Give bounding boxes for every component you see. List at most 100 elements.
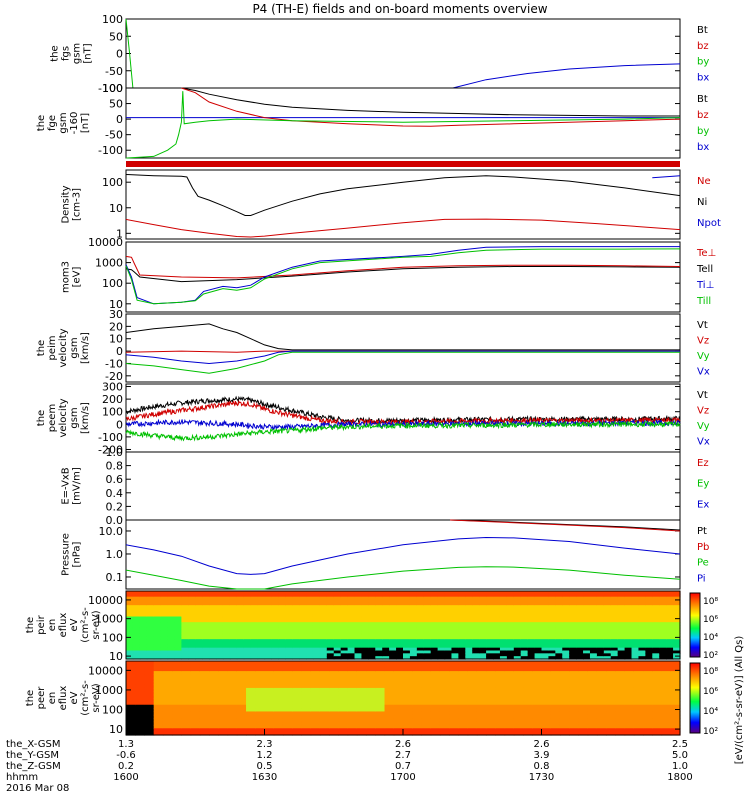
spectrogram-cell [236,714,247,719]
spectrogram-cell [610,622,619,626]
spectrogram-cell [534,593,543,598]
spectrogram-cell [292,627,300,632]
spectrogram-cell [458,639,466,643]
spectrogram-cell [652,698,663,702]
spectrogram-cell [583,619,591,623]
spectrogram-cell [596,674,607,679]
x-tick-label: 1.0 [672,761,688,772]
spectrogram-cell [146,630,155,635]
spectrogram-cell [467,681,478,686]
spectrogram-cell [292,731,303,736]
spectrogram-cell [550,694,561,699]
spectrogram-cell [218,704,229,709]
spectrogram-cell [356,677,367,682]
spectrogram-cell [578,667,589,672]
spectrogram-cell [255,674,266,679]
spectrogram-cell [666,599,674,603]
spectrogram-cell [368,599,376,603]
spectrogram-cell [541,650,550,654]
spectrogram-cell [430,667,441,672]
spectrogram-cell [222,656,231,660]
spectrogram-cell [541,656,550,660]
spectrogram-cell [216,619,224,623]
spectrogram-cell [389,608,397,612]
spectrogram-cell [144,711,155,716]
spectrogram-cell [132,656,141,660]
spectrogram-cell [541,664,552,669]
spectrogram-cell [532,684,543,689]
spectrogram-cell [188,622,196,626]
spectrogram-cell [467,674,478,679]
spectrogram-cell [534,610,543,615]
spectrogram-cell [606,731,616,736]
spectrogram-cell [216,642,224,646]
spectrogram-cell [479,639,487,643]
spectrogram-cell [506,593,515,598]
spectrogram-cell [430,728,441,733]
spectrogram-cell [520,596,529,601]
spectrogram-cell [326,639,335,643]
spectrogram-cell [458,636,466,640]
spectrogram-cell [423,653,432,657]
spectrogram-cell [513,684,524,689]
spectrogram-cell [382,644,390,649]
spectrogram-cell [659,613,667,618]
spectrogram-cell [576,650,584,654]
spectrogram-cell [310,684,321,689]
spectrogram-cell [587,718,598,723]
spectrogram-cell [458,684,469,689]
spectrogram-cell [532,667,543,672]
spectrogram-cell [319,708,330,713]
spectrogram-cell [162,667,173,672]
spectrogram-cell [236,667,247,672]
spectrogram-cell [299,625,307,629]
spectrogram-cell [181,731,192,736]
spectrogram-cell [458,610,466,615]
spectrogram-cell [375,667,386,672]
spectrogram-cell [493,647,501,652]
spectrogram-cell [396,605,404,609]
spectrogram-cell [172,711,182,716]
spectrogram-cell [624,714,635,719]
spectrogram-cell [389,653,397,657]
spectrogram-cell [375,711,386,716]
spectrogram-cell [356,671,367,676]
spectrogram-cell [236,721,247,726]
spectrogram-cell [645,605,653,609]
spectrogram-cell [354,650,363,654]
spectrogram-cell [162,731,173,736]
spectrogram-cell [578,721,589,726]
spectrogram-cell [527,639,536,643]
spectrogram-cell [250,622,259,626]
spectrogram-cell [486,711,496,716]
spectrogram-cell [520,639,529,643]
spectrogram-cell [135,691,146,696]
spectrogram-cell [229,636,238,640]
spectrogram-cell [412,728,423,733]
spectrogram-cell [278,644,286,649]
spectrogram-cell [160,610,169,615]
spectrogram-cell [396,619,404,623]
spectrogram-cell [670,671,681,676]
spectrogram-cell [409,642,418,646]
y-axis-label: en [47,692,58,705]
spectrogram-cell [167,642,176,646]
spectrogram-cell [188,625,196,629]
spectrogram-cell [264,602,273,606]
spectrogram-cell [548,647,556,652]
spectrogram-cell [264,596,273,601]
spectrogram-cell [569,619,577,623]
spectrogram-cell [596,608,605,612]
spectrogram-cell [246,714,256,719]
spectrogram-cell [146,650,155,654]
spectrogram-cell [396,656,404,660]
spectrogram-cell [631,596,640,601]
spectrogram-cell [439,691,450,696]
spectrogram-cell [319,639,328,643]
spectrogram-cell [368,625,376,629]
spectrogram-cell [532,698,543,702]
spectrogram-cell [167,625,176,629]
spectrogram-cell [550,684,561,689]
spectrogram-cell [306,616,314,620]
spectrogram-cell [209,593,217,598]
